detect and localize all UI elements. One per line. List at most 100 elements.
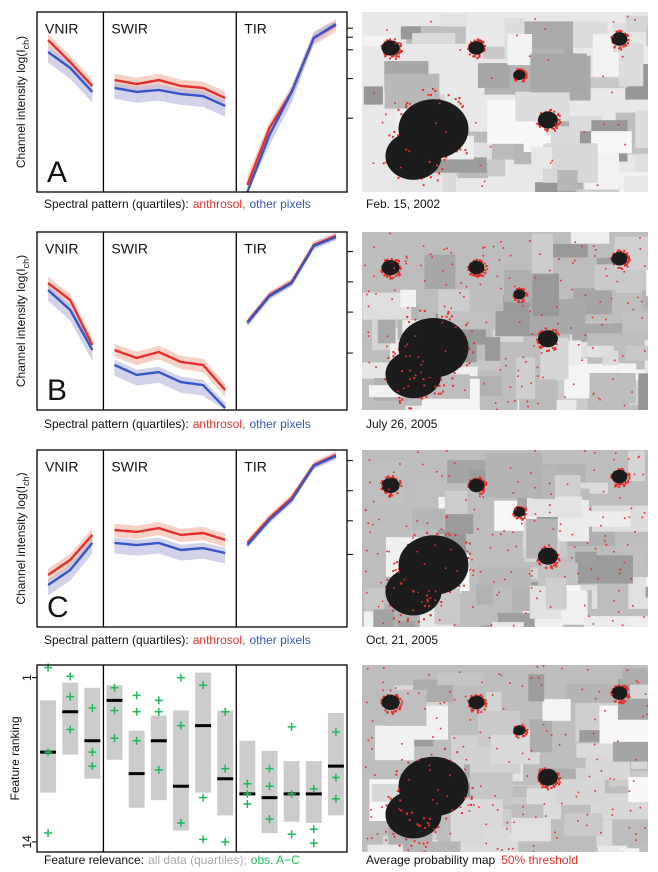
red-speckle: [619, 483, 622, 486]
red-speckle: [365, 549, 368, 552]
red-speckle: [613, 359, 616, 362]
red-speckle: [423, 280, 426, 282]
red-speckle: [555, 306, 558, 308]
y-axis-label-part: Channel intensity log(I: [14, 49, 28, 168]
red-speckle: [624, 43, 627, 46]
red-speckle: [514, 299, 517, 302]
y-axis-label-part: Channel intensity log(I: [14, 268, 28, 387]
red-speckle: [538, 332, 541, 335]
red-speckle: [367, 522, 370, 524]
dark-blob: [398, 756, 469, 817]
red-speckle: [522, 299, 525, 302]
red-speckle: [467, 557, 470, 560]
red-speckle: [385, 113, 387, 116]
red-speckle: [399, 481, 402, 484]
red-speckle: [389, 689, 392, 692]
red-speckle: [639, 247, 642, 250]
red-speckle: [577, 626, 580, 627]
red-speckle: [441, 168, 444, 171]
red-speckle: [639, 806, 642, 809]
y-axis-label: Feature ranking: [8, 716, 22, 800]
red-speckle: [524, 75, 527, 78]
red-speckle: [611, 620, 614, 622]
red-speckle: [485, 842, 488, 845]
red-speckle: [635, 833, 637, 835]
red-speckle: [631, 605, 634, 607]
group-label: TIR: [244, 241, 267, 257]
red-speckle: [638, 455, 641, 458]
panel-letter: A: [47, 156, 67, 189]
red-speckle: [543, 785, 546, 788]
field: [591, 131, 632, 154]
red-speckle: [489, 546, 492, 549]
red-speckle: [492, 245, 495, 248]
legend-entry: obs. A−C: [251, 853, 300, 867]
red-speckle: [559, 523, 562, 526]
red-speckle: [521, 301, 524, 304]
red-speckle: [400, 484, 403, 487]
red-speckle: [474, 54, 477, 57]
red-speckle: [422, 184, 425, 187]
red-speckle: [392, 355, 395, 358]
observation-cross: [309, 825, 318, 834]
field: [628, 777, 648, 803]
red-speckle: [384, 709, 387, 712]
red-speckle: [628, 472, 631, 475]
red-speckle: [481, 489, 484, 492]
field: [481, 625, 511, 627]
red-speckle: [458, 585, 461, 588]
red-speckle: [553, 561, 556, 564]
red-speckle: [398, 482, 401, 485]
red-speckle: [440, 604, 443, 607]
red-speckle: [428, 590, 430, 592]
group-label: SWIR: [111, 21, 148, 37]
red-speckle: [531, 333, 534, 335]
red-speckle: [419, 824, 422, 827]
red-speckle: [541, 547, 544, 550]
dark-blob: [468, 260, 485, 275]
red-speckle: [525, 612, 527, 614]
red-speckle: [429, 176, 432, 179]
field: [533, 625, 554, 627]
red-speckle: [621, 624, 624, 627]
red-speckle: [513, 285, 516, 288]
red-speckle: [566, 483, 569, 486]
red-speckle: [468, 362, 471, 365]
red-speckle: [423, 605, 426, 608]
red-speckle: [621, 268, 624, 271]
red-speckle: [496, 848, 499, 850]
red-speckle: [422, 88, 425, 91]
red-speckle: [459, 102, 462, 105]
red-speckle: [479, 495, 481, 498]
red-speckle: [473, 695, 475, 698]
red-speckle: [401, 743, 403, 745]
observation-cross: [154, 707, 163, 716]
red-speckle: [611, 808, 614, 811]
red-speckle: [483, 44, 486, 47]
red-speckle: [556, 837, 558, 839]
red-speckle: [539, 563, 542, 566]
quartile-box: [327, 713, 344, 816]
red-speckle: [428, 605, 431, 608]
red-speckle: [426, 531, 429, 534]
dark-blob: [611, 686, 628, 700]
red-speckle: [410, 844, 413, 847]
red-speckle: [484, 269, 487, 272]
red-speckle: [528, 758, 530, 761]
red-speckle: [408, 150, 411, 153]
red-speckle: [389, 232, 391, 235]
red-speckle: [420, 363, 422, 366]
image-content: [362, 450, 648, 627]
red-speckle: [478, 55, 481, 58]
y-axis-label-part: ch: [21, 40, 31, 50]
red-speckle: [417, 590, 420, 593]
red-speckle: [466, 364, 469, 367]
red-speckle: [552, 528, 555, 531]
y-axis-label-part: ch: [21, 259, 31, 269]
red-speckle: [598, 690, 601, 693]
red-speckle: [616, 280, 619, 283]
red-speckle: [536, 559, 539, 562]
quartile-box: [239, 740, 256, 796]
red-speckle: [440, 601, 443, 604]
field: [554, 482, 608, 494]
